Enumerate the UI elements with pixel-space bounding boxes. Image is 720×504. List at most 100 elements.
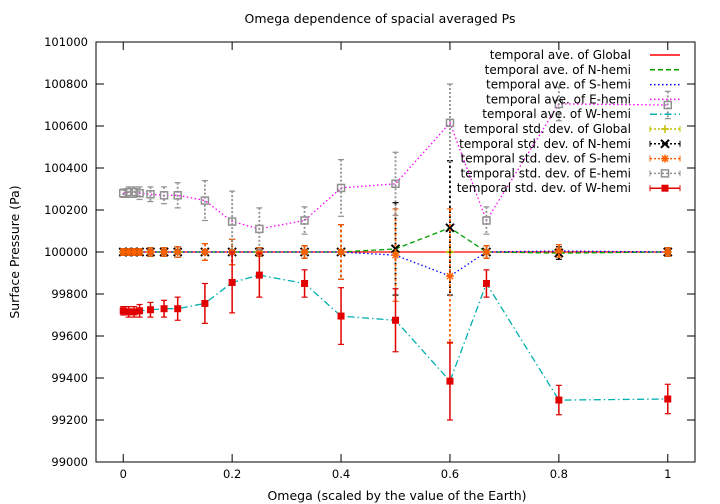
data-point-marker bbox=[554, 99, 564, 109]
x-tick-label: 0.4 bbox=[332, 467, 350, 481]
errorbar-point bbox=[445, 208, 454, 344]
legend-label-9: temporal std. dev. of W-hemi bbox=[457, 181, 631, 195]
errorbar-point bbox=[300, 245, 309, 259]
series-errorbars-8 bbox=[118, 83, 673, 253]
errorbar-point bbox=[124, 186, 133, 198]
errorbar-point bbox=[554, 86, 564, 122]
errorbar-point bbox=[125, 306, 133, 318]
data-point-marker bbox=[554, 246, 563, 255]
errorbar-point bbox=[301, 269, 309, 298]
legend-label-7: temporal std. dev. of S-hemi bbox=[460, 152, 631, 166]
errorbar-point bbox=[663, 247, 672, 257]
legend-label-6: temporal std. dev. of N-hemi bbox=[459, 137, 631, 151]
legend-label-4: temporal ave. of W-hemi bbox=[482, 107, 631, 121]
legend: temporal ave. of Global temporal ave. of … bbox=[457, 48, 681, 195]
errorbar-point bbox=[146, 247, 155, 257]
legend-label-5: temporal std. dev. of Global bbox=[464, 122, 631, 136]
data-point-marker bbox=[146, 248, 155, 256]
data-point-marker bbox=[136, 307, 144, 315]
x-tick-label: 1 bbox=[664, 467, 671, 481]
axes: 9900099200994009960099800100000100200100… bbox=[44, 35, 696, 481]
data-point-marker bbox=[391, 179, 400, 188]
errorbar-point bbox=[446, 341, 454, 421]
data-point-marker bbox=[227, 217, 237, 226]
errorbar-point bbox=[255, 207, 264, 251]
series-line-3 bbox=[123, 103, 668, 230]
errorbar-point bbox=[482, 269, 490, 298]
y-tick-label: 99600 bbox=[51, 329, 88, 343]
y-tick-label: 100200 bbox=[44, 203, 88, 217]
errorbar-point bbox=[201, 282, 209, 324]
errorbar-point bbox=[174, 296, 182, 321]
data-point-marker bbox=[228, 278, 236, 286]
errorbar-point bbox=[160, 299, 168, 318]
data-point-marker bbox=[301, 280, 309, 287]
data-point-marker bbox=[124, 187, 133, 197]
data-point-marker bbox=[445, 118, 455, 128]
data-point-marker bbox=[118, 188, 128, 198]
y-tick-label: 99000 bbox=[51, 455, 88, 469]
legend-swatch-9 bbox=[649, 184, 681, 192]
data-point-marker bbox=[119, 248, 128, 256]
y-tick-label: 101000 bbox=[44, 35, 88, 49]
data-point-marker bbox=[130, 248, 139, 256]
legend-label-2: temporal ave. of S-hemi bbox=[486, 78, 631, 92]
errorbar-point bbox=[135, 248, 144, 256]
data-point-marker bbox=[124, 248, 133, 256]
errorbar-point bbox=[146, 301, 154, 318]
series-layer bbox=[118, 83, 673, 421]
errorbar-point bbox=[337, 224, 346, 280]
errorbar-point bbox=[119, 248, 128, 256]
data-point-marker bbox=[336, 183, 346, 193]
errorbar-point bbox=[391, 151, 400, 216]
errorbar-point bbox=[130, 306, 138, 318]
y-axis-label: Surface Pressure (Pa) bbox=[7, 185, 22, 318]
data-point-marker bbox=[555, 396, 563, 404]
data-point-marker bbox=[174, 305, 182, 313]
y-tick-label: 99200 bbox=[51, 413, 88, 427]
data-point-marker bbox=[160, 248, 169, 256]
data-point-marker bbox=[255, 224, 264, 234]
data-point-marker bbox=[337, 312, 345, 320]
y-tick-label: 99400 bbox=[51, 371, 88, 385]
errorbar-point bbox=[482, 206, 491, 235]
data-point-marker bbox=[392, 316, 399, 324]
legend-swatch-6 bbox=[649, 139, 681, 149]
errorbar-point bbox=[160, 247, 169, 257]
x-axis-label: Omega (scaled by the value of the Earth) bbox=[267, 488, 526, 503]
x-tick-label: 0 bbox=[120, 467, 127, 481]
data-point-marker bbox=[200, 196, 210, 205]
legend-marker bbox=[661, 184, 669, 192]
errorbar-point bbox=[173, 246, 182, 258]
y-tick-label: 100000 bbox=[44, 245, 88, 259]
errorbar-point bbox=[200, 180, 210, 222]
chart-title: Omega dependence of spacial averaged Ps bbox=[244, 11, 515, 26]
errorbar-point bbox=[255, 252, 263, 298]
errorbar-point bbox=[554, 244, 563, 258]
legend-label-0: temporal ave. of Global bbox=[490, 48, 631, 62]
errorbar-point bbox=[173, 182, 182, 209]
errorbar-point bbox=[146, 186, 155, 203]
data-point-marker bbox=[445, 272, 454, 281]
data-point-marker bbox=[300, 248, 309, 256]
errorbar-point bbox=[129, 186, 139, 198]
y-tick-label: 100800 bbox=[44, 77, 88, 91]
errorbar-point bbox=[336, 159, 346, 217]
legend-label-8: temporal std. dev. of E-hemi bbox=[461, 166, 631, 180]
data-point-marker bbox=[664, 395, 672, 403]
legend-marker bbox=[661, 154, 669, 163]
y-tick-label: 100400 bbox=[44, 161, 88, 175]
data-point-marker bbox=[445, 223, 455, 233]
errorbar-point bbox=[300, 206, 309, 235]
data-point-marker bbox=[390, 244, 401, 254]
data-point-marker bbox=[146, 190, 155, 199]
data-point-marker bbox=[129, 187, 139, 197]
errorbar-point bbox=[124, 248, 133, 256]
legend-swatch-8 bbox=[649, 169, 681, 178]
data-point-marker bbox=[125, 308, 133, 316]
data-point-marker bbox=[130, 308, 138, 316]
series-errorbars-7 bbox=[119, 208, 672, 344]
series-errorbars-9 bbox=[119, 251, 672, 421]
data-point-marker bbox=[391, 251, 400, 260]
data-point-marker bbox=[119, 307, 127, 315]
